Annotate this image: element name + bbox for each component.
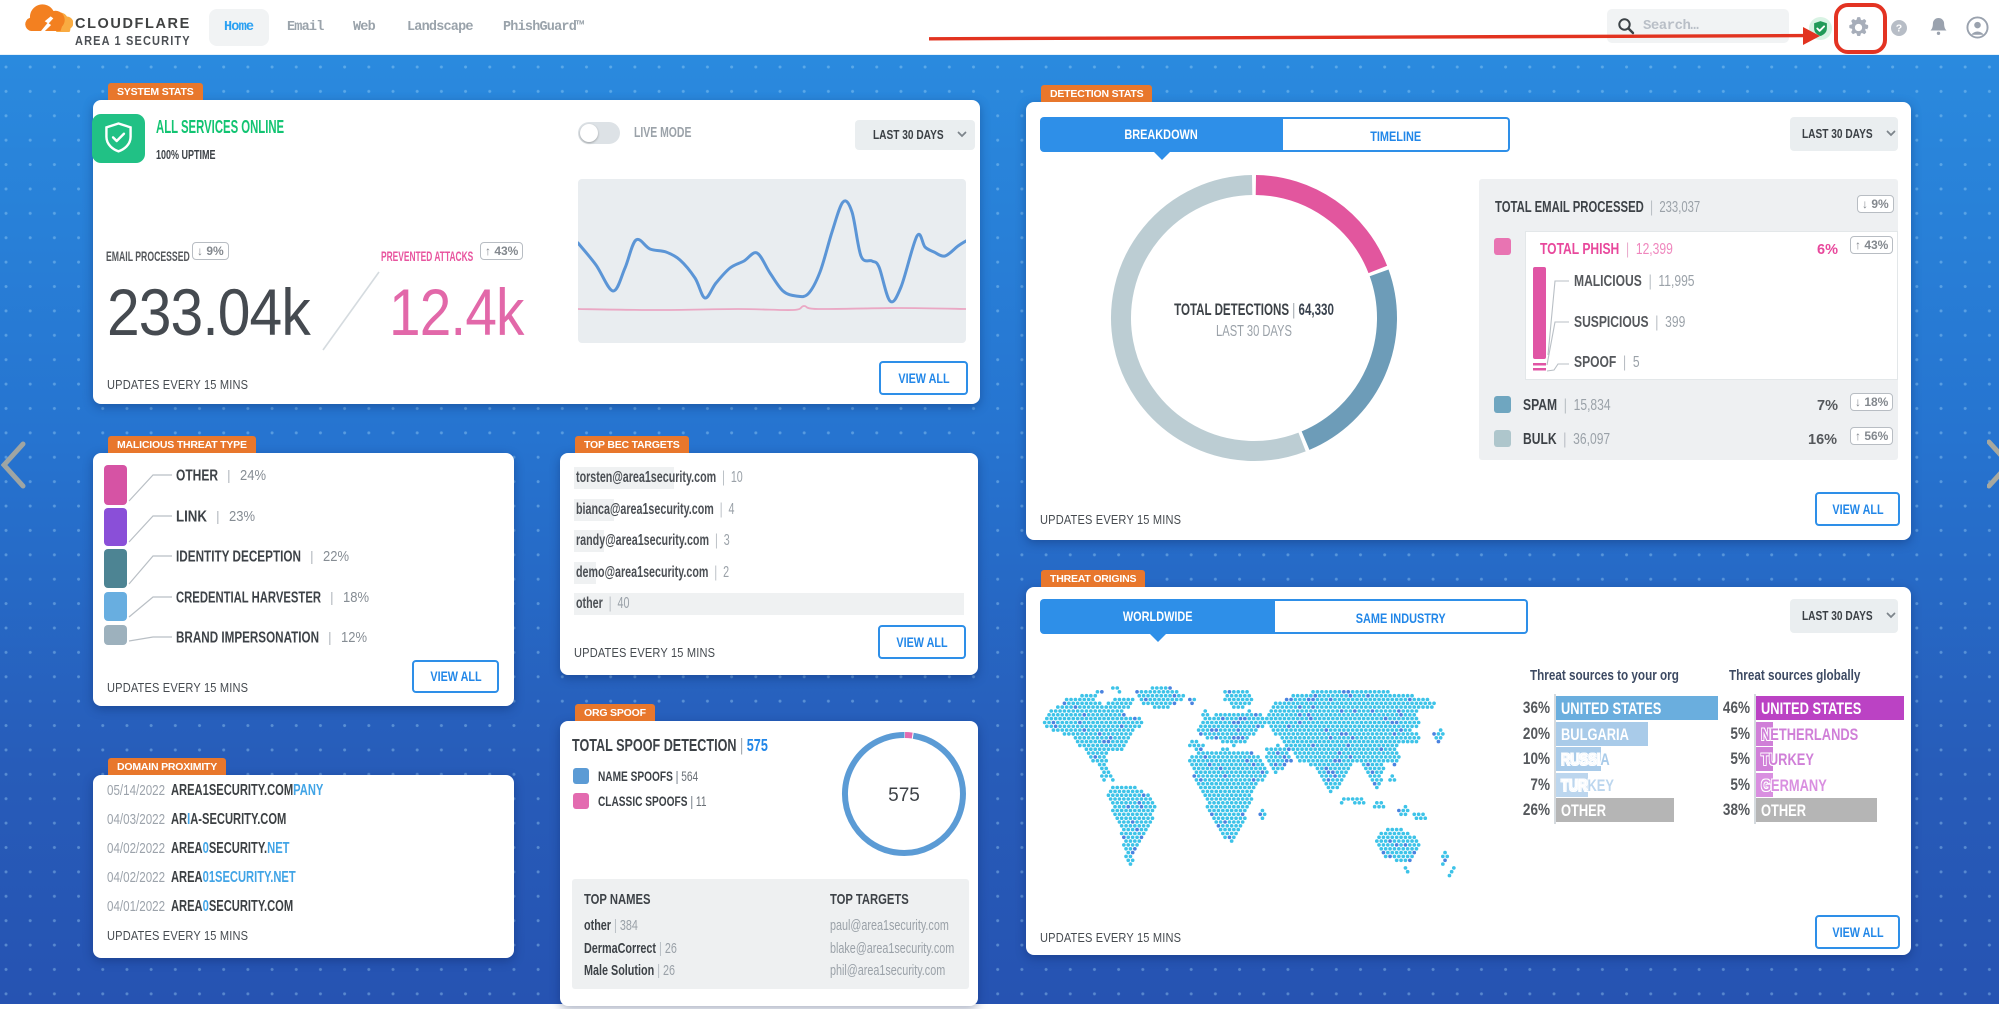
svg-text:18%: 18% [343, 589, 369, 606]
svg-text:12%: 12% [341, 629, 367, 646]
svg-text:|: | [310, 548, 314, 564]
svg-text:|: | [328, 629, 332, 645]
svg-text:?: ? [1896, 23, 1902, 35]
svg-text:BRAND IMPERSONATION: BRAND IMPERSONATION [176, 630, 319, 647]
svg-text:IDENTITY DECEPTION: IDENTITY DECEPTION [176, 549, 301, 566]
svg-text:24%: 24% [240, 467, 266, 484]
svg-text:|: | [216, 508, 220, 524]
svg-text:|: | [227, 467, 231, 483]
svg-text:CREDENTIAL HARVESTER: CREDENTIAL HARVESTER [176, 590, 321, 607]
svg-text:22%: 22% [323, 548, 349, 565]
svg-text:OTHER: OTHER [176, 468, 218, 485]
svg-text:23%: 23% [229, 508, 255, 525]
svg-text:LINK: LINK [176, 509, 208, 526]
svg-text:|: | [330, 589, 334, 605]
